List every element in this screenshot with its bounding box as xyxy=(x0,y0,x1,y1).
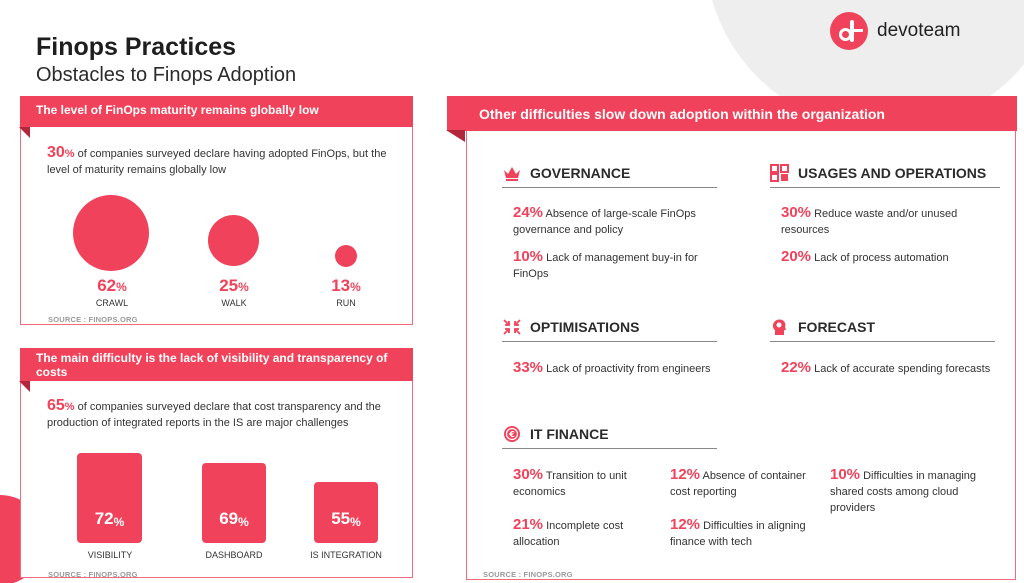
walk-value: 25% xyxy=(219,276,249,295)
maturity-panel-heading: The level of FinOps maturity remains glo… xyxy=(19,96,413,138)
visibility-lead: 65% of companies surveyed declare that c… xyxy=(47,398,407,431)
dashboard-bar: 69% xyxy=(202,463,266,543)
page-subtitle: Obstacles to Finops Adoption xyxy=(36,64,297,86)
crawl-label: CRAWL xyxy=(95,298,129,308)
crawl-value: 62% xyxy=(97,276,127,295)
maturity-lead: 30% of companies surveyed declare having… xyxy=(47,145,407,178)
difficulties-source: SOURCE : FINOPS.ORG xyxy=(483,570,573,579)
brand-name: devoteam xyxy=(877,20,961,41)
visibility-lead-pct: 65 xyxy=(47,397,65,414)
maturity-source: SOURCE : FINOPS.ORG xyxy=(48,315,138,324)
dashboard-label: DASHBOARD xyxy=(205,550,263,560)
svg-text:€: € xyxy=(508,430,515,439)
run-value: 13% xyxy=(331,276,361,295)
crown-icon xyxy=(502,164,522,182)
walk-circle xyxy=(208,215,259,266)
euro-coin-icon: € xyxy=(502,425,522,443)
compress-arrows-icon xyxy=(502,318,522,336)
forecast-item-1: 22% Lack of accurate spending forecasts xyxy=(781,359,991,376)
itfinance-title: IT FINANCE xyxy=(530,426,609,442)
itfinance-item-4: 12% Difficulties in aligning finance wit… xyxy=(670,516,806,549)
visibility-bar: 72% xyxy=(77,453,142,543)
forecast-title: FORECAST xyxy=(798,319,875,335)
optimisations-header: OPTIMISATIONS xyxy=(502,318,717,342)
usages-header: USAGES AND OPERATIONS xyxy=(770,164,1000,188)
run-circle xyxy=(335,245,357,267)
governance-header: GOVERNANCE xyxy=(502,164,717,188)
governance-title: GOVERNANCE xyxy=(530,165,631,181)
itfinance-item-3: 12% Absence of container cost reporting xyxy=(670,466,806,499)
visibility-source: SOURCE : FINOPS.ORG xyxy=(48,570,138,579)
walk-label: WALK xyxy=(221,298,247,308)
difficulties-panel-heading: Other difficulties slow down adoption wi… xyxy=(446,96,1017,142)
visibility-lead-sign: % xyxy=(64,401,75,413)
usages-item-2: 20% Lack of process automation xyxy=(781,248,949,265)
brand-logo: devoteam xyxy=(830,12,960,50)
is-integration-label: IS INTEGRATION xyxy=(310,550,382,560)
forecast-header: FORECAST xyxy=(770,318,995,342)
crawl-circle xyxy=(73,195,149,271)
usages-item-1: 30% Reduce waste and/or unused resources xyxy=(781,204,958,237)
page-title: Finops Practices xyxy=(36,33,237,61)
visibility-lead-text: of companies surveyed declare that cost … xyxy=(47,401,381,429)
usages-title: USAGES AND OPERATIONS xyxy=(798,165,987,181)
itfinance-item-5: 10% Difficulties in managing shared cost… xyxy=(830,466,976,515)
maturity-lead-sign: % xyxy=(64,148,75,160)
visibility-label: VISIBILITY xyxy=(87,550,133,560)
visibility-panel-heading: The main difficulty is the lack of visib… xyxy=(19,348,413,392)
grid-icon xyxy=(770,164,790,182)
itfinance-item-1: 30% Transition to unit economics xyxy=(513,466,627,499)
run-label: RUN xyxy=(336,298,356,308)
difficulties-heading-text: Other difficulties slow down adoption wi… xyxy=(479,106,885,122)
maturity-heading-text: The level of FinOps maturity remains glo… xyxy=(36,103,319,117)
devoteam-logo-icon xyxy=(830,12,868,50)
maturity-lead-text: of companies surveyed declare having ado… xyxy=(47,148,387,176)
visibility-heading-text: The main difficulty is the lack of visib… xyxy=(36,351,388,379)
optimisations-item-1: 33% Lack of proactivity from engineers xyxy=(513,359,711,376)
lightbulb-head-icon xyxy=(770,318,790,336)
optimisations-title: OPTIMISATIONS xyxy=(530,319,640,335)
itfinance-header: € IT FINANCE xyxy=(502,425,717,449)
difficulties-panel xyxy=(466,113,1016,580)
maturity-lead-pct: 30 xyxy=(47,144,65,161)
governance-item-2: 10% Lack of management buy-in for FinOps xyxy=(513,248,698,281)
itfinance-item-2: 21% Incomplete cost allocation xyxy=(513,516,624,549)
is-integration-bar: 55% xyxy=(314,482,378,543)
governance-item-1: 24% Absence of large-scale FinOps govern… xyxy=(513,204,696,237)
